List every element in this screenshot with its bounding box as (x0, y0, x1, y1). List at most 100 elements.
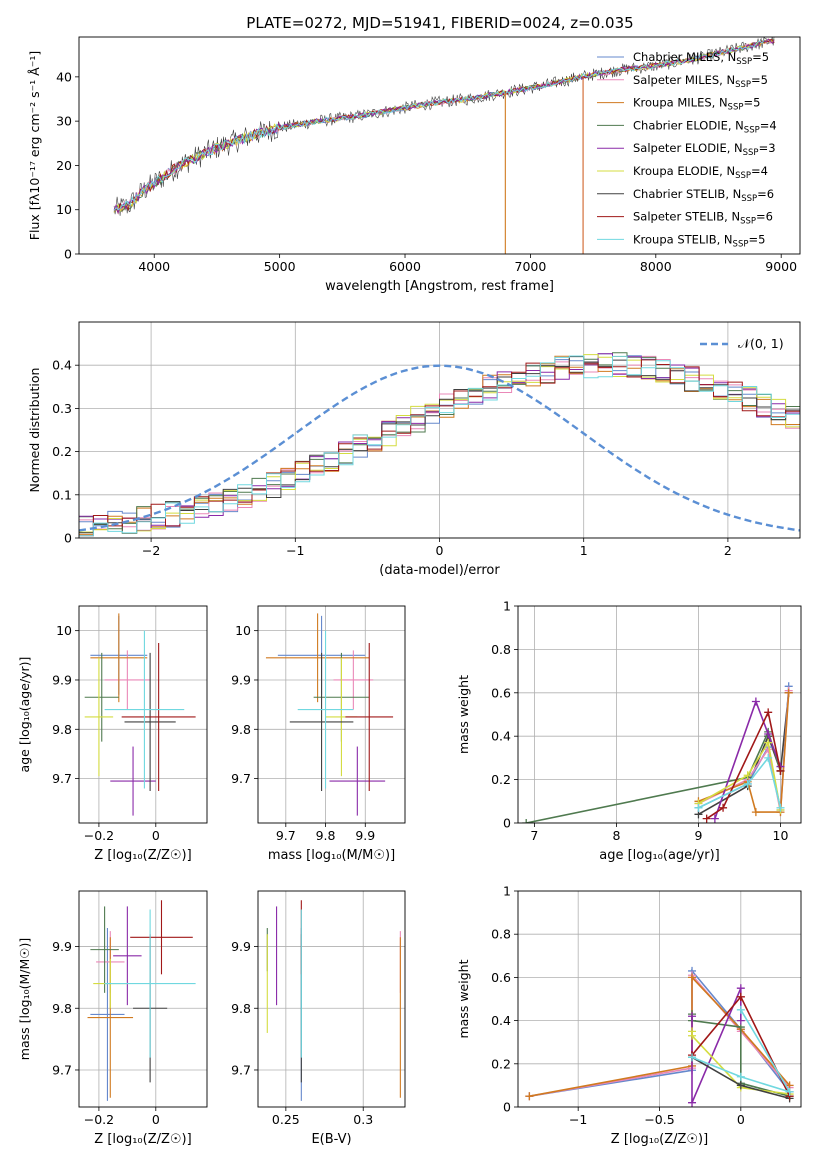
weight-marker (785, 1087, 794, 1096)
errorbar-point (90, 906, 119, 993)
legend-entry: Salpeter STELIB, NSSP=6 (633, 210, 773, 227)
y-tick-label: 10 (56, 202, 72, 217)
legend-entry: Chabrier ELODIE, NSSP=4 (633, 118, 777, 135)
y-tick-label: 9.8 (231, 1001, 251, 1016)
panel-age-vs-mass: 9.7 9.8 9.9 9.7 9.8 9.9 10 mass [log₁₀(M/M☉)] (231, 605, 406, 863)
weight-marker (688, 1012, 697, 1021)
legend-entry: 𝒩(0, 1) (738, 336, 784, 351)
axes-frame (257, 605, 406, 824)
weight-marker (702, 814, 711, 823)
weight-marker (688, 1098, 697, 1107)
x-tick-label: 0 (737, 1112, 745, 1127)
panel-mass-vs-EBV: 0.25 0.3 9.7 9.8 9.9 E(B-V) (231, 890, 406, 1147)
y-tick-label: 9.8 (231, 722, 251, 737)
axes-frame (78, 605, 208, 824)
legend-entry: Chabrier MILES, NSSP=5 (633, 50, 769, 67)
y-tick-label: 0.4 (491, 1013, 511, 1028)
legend-name: Salpeter ELODIE, N (633, 141, 743, 155)
errorbar-point (90, 928, 125, 1101)
plot-area (113, 37, 775, 254)
y-tick-label: 0.4 (52, 358, 72, 373)
errorbar-point (329, 746, 386, 816)
weight-marker (710, 814, 719, 823)
x-tick-label: 5000 (264, 259, 296, 274)
histogram-series-8 (79, 355, 800, 537)
weight-marker (736, 1005, 745, 1014)
errorbar-point (265, 613, 370, 703)
y-tick-label: 0.2 (491, 772, 511, 787)
y-tick-label: 0.2 (52, 444, 72, 459)
weight-line-6 (698, 740, 782, 811)
plot-area (258, 606, 405, 823)
legend-sub: SSP (733, 239, 749, 249)
plot-area (518, 606, 801, 823)
weight-line-7 (706, 709, 782, 820)
x-axis-label: age [log₁₀(age/yr)] (599, 848, 720, 863)
weight-marker (743, 771, 752, 780)
weight-line-5 (714, 699, 782, 819)
weight-marker (736, 992, 745, 1001)
x-axis-label: wavelength [Angstrom, rest frame] (325, 279, 554, 294)
x-tick-label: −1 (286, 543, 304, 558)
plot-area (518, 891, 801, 1107)
y-tick-label: 10 (235, 623, 251, 638)
panel-massweight-vs-Z: −1 −0.5 0 0 0.2 0.4 0.6 0.8 1 Z [log₁₀(Z/Z☉)] mass… (456, 884, 802, 1147)
x-tick-label: 0.3 (353, 1112, 373, 1127)
legend-name: Kroupa STELIB, N (633, 232, 733, 246)
y-tick-label: 0.2 (491, 1056, 511, 1071)
x-tick-label: 7 (530, 828, 538, 843)
x-tick-label: 2 (724, 543, 732, 558)
y-axis-label: Normed distribution (27, 368, 42, 493)
legend-sub: SSP (740, 217, 756, 227)
x-tick-label: 0 (152, 828, 160, 843)
y-tick-label: 0.6 (491, 685, 511, 700)
plot-area (79, 322, 800, 538)
legend-val: =5 (752, 50, 769, 64)
x-axis-label: (data-model)/error (379, 563, 500, 578)
weight-marker (525, 1092, 534, 1101)
y-tick-label: 9.8 (52, 1001, 72, 1016)
y-axis-label: age [log₁₀(age/yr)] (17, 657, 32, 773)
normal-curve (79, 364, 800, 532)
weight-marker (776, 803, 785, 812)
x-tick-label: −2 (142, 543, 160, 558)
x-tick-label: 7000 (515, 259, 547, 274)
weight-marker (736, 1016, 745, 1025)
legend-entry: Kroupa STELIB, NSSP=5 (633, 232, 765, 249)
weight-marker (764, 730, 773, 739)
legend-name: Chabrier MILES, N (633, 50, 736, 64)
y-tick-label: 0 (503, 1100, 511, 1115)
errorbar-point (289, 652, 354, 791)
errorbar-point (84, 657, 114, 777)
weight-marker (522, 819, 531, 823)
errorbar-point (104, 909, 196, 1058)
y-tick-label: 0.4 (491, 729, 511, 744)
legend-name: Kroupa ELODIE, N (633, 164, 735, 178)
x-tick-label: −0.5 (644, 1112, 674, 1127)
y-tick-label: 9.9 (52, 939, 72, 954)
x-tick-label: −0.2 (84, 828, 114, 843)
x-tick-label: 9 (694, 828, 702, 843)
y-tick-label: 0.8 (491, 642, 511, 657)
x-tick-label: −0.2 (84, 1112, 114, 1127)
y-tick-label: 30 (56, 114, 72, 129)
y-axis-label: mass weight (456, 959, 471, 1038)
weight-marker (784, 688, 793, 697)
y-tick-label: 9.9 (231, 672, 251, 687)
x-tick-label: 8 (612, 828, 620, 843)
x-tick-label: 0.25 (272, 1112, 300, 1127)
errorbar-point (104, 650, 151, 710)
x-tick-label: 8000 (640, 259, 672, 274)
legend-val: =4 (751, 164, 768, 178)
x-tick-label: −1 (569, 1112, 587, 1127)
y-tick-label: 9.7 (52, 1062, 72, 1077)
errorbar-point (90, 613, 148, 703)
x-tick-label: 0 (152, 1112, 160, 1127)
spectrum-series-8 (113, 39, 765, 211)
errorbar-point (345, 642, 394, 791)
axes-frame (517, 890, 802, 1108)
plot-area (79, 606, 207, 823)
errorbar-point (113, 906, 142, 1006)
weight-marker (736, 1081, 745, 1090)
